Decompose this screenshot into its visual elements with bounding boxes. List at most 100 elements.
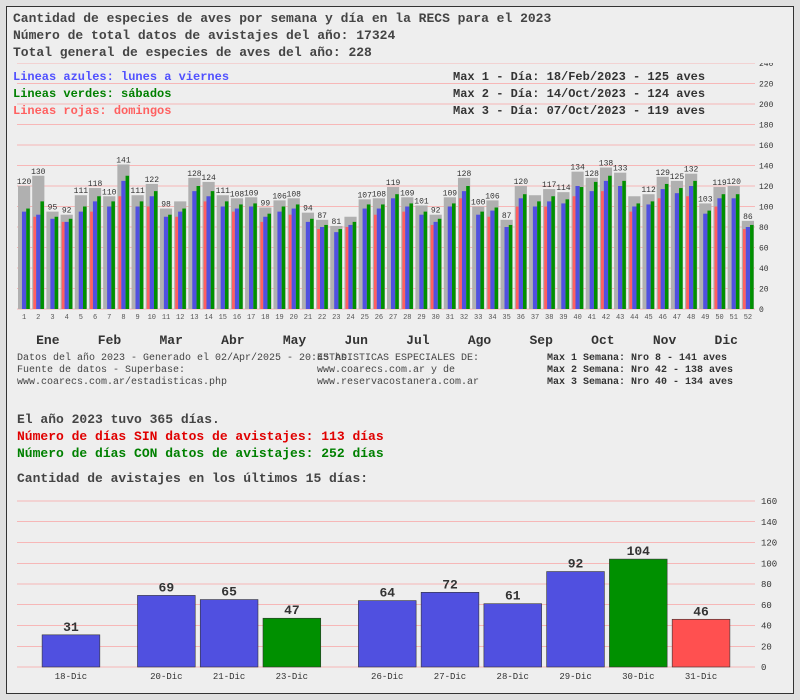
svg-text:128: 128: [457, 170, 472, 179]
svg-text:104: 104: [627, 544, 651, 559]
svg-text:27: 27: [389, 314, 397, 322]
svg-text:160: 160: [761, 497, 777, 507]
svg-text:0: 0: [761, 663, 766, 673]
month-label: Nov: [634, 333, 696, 348]
svg-text:10: 10: [148, 314, 156, 322]
mid-line-green: Número de días CON datos de avistajes: 2…: [17, 445, 384, 462]
svg-text:120: 120: [17, 178, 31, 187]
svg-text:48: 48: [687, 314, 695, 322]
svg-text:138: 138: [599, 160, 614, 169]
svg-text:200: 200: [759, 101, 774, 110]
svg-text:120: 120: [761, 539, 777, 549]
svg-text:80: 80: [759, 224, 769, 233]
svg-text:120: 120: [727, 178, 742, 187]
month-label: Dic: [695, 333, 757, 348]
svg-text:30-Dic: 30-Dic: [622, 672, 654, 682]
main-panel: Cantidad de especies de aves por semana …: [6, 6, 794, 694]
month-label: Abr: [202, 333, 264, 348]
svg-text:19: 19: [275, 314, 283, 322]
footer-right: Max 1 Semana: Nro 8 - 141 avesMax 2 Sema…: [547, 353, 733, 389]
svg-text:23-Dic: 23-Dic: [276, 672, 308, 682]
svg-text:24: 24: [346, 314, 354, 322]
svg-text:111: 111: [216, 187, 231, 196]
svg-text:107: 107: [358, 191, 373, 200]
svg-text:220: 220: [759, 81, 774, 90]
svg-text:18: 18: [261, 314, 269, 322]
svg-text:41: 41: [588, 314, 596, 322]
svg-text:92: 92: [62, 207, 72, 216]
svg-text:100: 100: [471, 199, 486, 208]
svg-text:119: 119: [712, 179, 727, 188]
svg-text:40: 40: [759, 265, 769, 274]
svg-text:40: 40: [573, 314, 581, 322]
svg-text:29-Dic: 29-Dic: [559, 672, 591, 682]
month-label: May: [264, 333, 326, 348]
svg-text:15: 15: [219, 314, 227, 322]
svg-text:42: 42: [602, 314, 610, 322]
svg-text:43: 43: [616, 314, 624, 322]
svg-text:11: 11: [162, 314, 170, 322]
svg-text:1: 1: [22, 314, 26, 322]
svg-text:133: 133: [613, 165, 628, 174]
subtitle-1: Número de total datos de avistajes del a…: [13, 28, 551, 43]
svg-text:30: 30: [431, 314, 439, 322]
svg-text:5: 5: [79, 314, 83, 322]
svg-text:47: 47: [284, 603, 300, 618]
mid-text: El año 2023 tuvo 365 días. Número de día…: [17, 411, 384, 487]
svg-text:124: 124: [201, 174, 216, 183]
svg-text:118: 118: [88, 180, 103, 189]
svg-text:49: 49: [701, 314, 709, 322]
svg-text:2: 2: [36, 314, 40, 322]
top-chart-svg: 0204060801001201401601802002202401201130…: [17, 63, 785, 323]
svg-text:23: 23: [332, 314, 340, 322]
svg-text:129: 129: [656, 169, 671, 178]
footer-left: Datos del año 2023 - Generado el 02/Apr/…: [17, 353, 353, 389]
svg-text:98: 98: [161, 201, 171, 210]
svg-text:34: 34: [488, 314, 496, 322]
svg-text:101: 101: [414, 197, 429, 206]
svg-text:25: 25: [361, 314, 369, 322]
svg-text:38: 38: [545, 314, 553, 322]
svg-text:31-Dic: 31-Dic: [685, 672, 717, 682]
svg-text:114: 114: [556, 184, 571, 193]
svg-text:117: 117: [542, 181, 557, 190]
svg-text:4: 4: [65, 314, 69, 322]
svg-text:87: 87: [502, 212, 512, 221]
svg-text:21: 21: [304, 314, 312, 322]
svg-text:95: 95: [48, 204, 58, 213]
subtitle-2: Total general de especies de aves del añ…: [13, 45, 551, 60]
month-label: Sep: [510, 333, 572, 348]
svg-text:27-Dic: 27-Dic: [434, 672, 466, 682]
svg-text:20: 20: [290, 314, 298, 322]
svg-text:134: 134: [570, 164, 585, 173]
svg-text:46: 46: [693, 604, 709, 619]
mid-line-4: Cantidad de avistajes en los últimos 15 …: [17, 470, 384, 487]
svg-text:47: 47: [673, 314, 681, 322]
svg-text:69: 69: [159, 580, 175, 595]
month-label: Ago: [449, 333, 511, 348]
svg-text:8: 8: [121, 314, 125, 322]
svg-text:39: 39: [559, 314, 567, 322]
svg-text:22: 22: [318, 314, 326, 322]
svg-text:125: 125: [670, 173, 685, 182]
svg-text:240: 240: [759, 63, 774, 69]
svg-text:32: 32: [460, 314, 468, 322]
month-label: Mar: [140, 333, 202, 348]
svg-text:132: 132: [684, 166, 699, 175]
svg-text:128: 128: [585, 170, 600, 179]
svg-text:18-Dic: 18-Dic: [55, 672, 87, 682]
svg-text:92: 92: [431, 207, 441, 216]
svg-text:111: 111: [130, 187, 145, 196]
svg-text:81: 81: [332, 218, 342, 227]
svg-text:45: 45: [644, 314, 652, 322]
svg-text:110: 110: [102, 188, 117, 197]
svg-text:108: 108: [287, 190, 302, 199]
svg-text:17: 17: [247, 314, 255, 322]
svg-text:140: 140: [761, 518, 777, 528]
svg-text:100: 100: [761, 559, 777, 569]
svg-text:26: 26: [375, 314, 383, 322]
svg-text:122: 122: [145, 176, 160, 185]
svg-text:20-Dic: 20-Dic: [150, 672, 182, 682]
svg-text:28-Dic: 28-Dic: [497, 672, 529, 682]
title-area: Cantidad de especies de aves por semana …: [13, 11, 551, 60]
